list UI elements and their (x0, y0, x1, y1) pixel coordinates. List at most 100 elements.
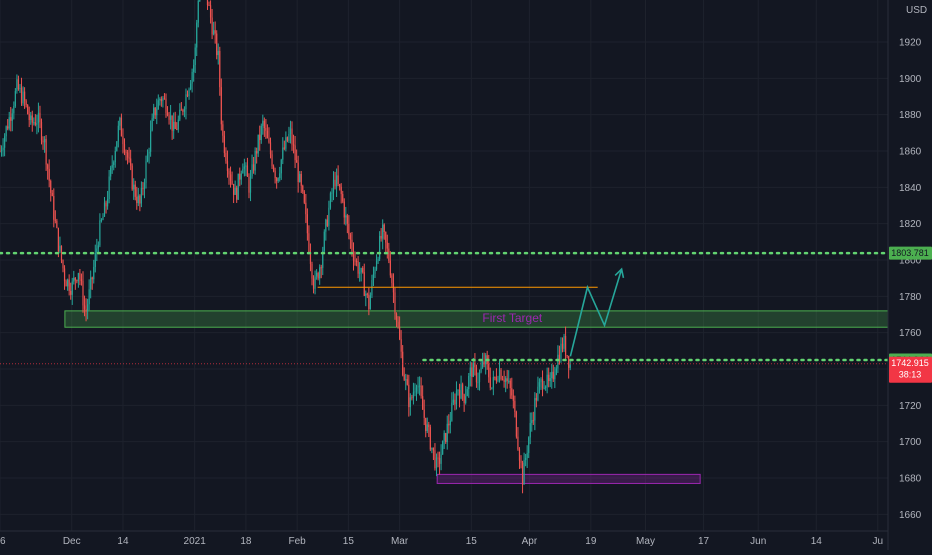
candle-body (50, 180, 52, 193)
candle-body (291, 128, 293, 145)
candle-body (54, 219, 56, 221)
candle-body (375, 261, 378, 270)
candle-body (171, 115, 173, 131)
candle-body (429, 427, 431, 450)
candle-body (74, 277, 76, 281)
candle-body (443, 433, 445, 441)
candle-body (43, 138, 46, 143)
candle-body (360, 268, 362, 273)
candle-body (22, 91, 24, 104)
y-tick-label: 1860 (899, 147, 922, 158)
currency-label: USD (906, 5, 927, 16)
candle-body (406, 379, 408, 385)
candle-body (219, 50, 221, 88)
candle-body (471, 367, 473, 377)
candle-body (428, 424, 430, 428)
candle-body (7, 126, 9, 129)
candle-body (266, 130, 269, 139)
candle-body (80, 279, 83, 282)
candle-body (374, 269, 376, 274)
candle-body (541, 379, 544, 389)
candle-body (380, 235, 382, 239)
candle-body (383, 224, 385, 233)
candle-body (259, 134, 261, 141)
candle-body (462, 384, 464, 395)
candle-body (511, 388, 513, 396)
candle-body (345, 215, 347, 218)
candle-body (546, 374, 548, 387)
candle-body (214, 30, 216, 34)
candle-body (234, 187, 236, 195)
candle-body (335, 175, 338, 187)
candle-body (531, 420, 533, 424)
candle-body (128, 157, 130, 159)
candle-body (108, 176, 110, 199)
candle-body (31, 115, 33, 123)
candle-body (48, 168, 50, 181)
candle-body (37, 112, 40, 124)
candle-body (372, 273, 375, 281)
candle-body (76, 280, 78, 282)
support-zone (436, 473, 701, 484)
candle-body (311, 263, 313, 279)
candle-body (342, 194, 344, 202)
candle-body (11, 113, 13, 121)
candle-body (446, 423, 448, 443)
candle-body (16, 79, 18, 92)
candle-body (102, 216, 104, 220)
candle-body (82, 281, 84, 306)
candle-body (51, 192, 53, 197)
candle-body (478, 372, 481, 383)
candle-body (394, 292, 396, 314)
candle-body (552, 371, 554, 380)
price-axis[interactable]: 1660168017001720174017601780180018201840… (887, 0, 932, 550)
candle-body (569, 364, 571, 368)
candle-body (354, 260, 356, 262)
candle-body (382, 224, 384, 239)
candle-body (263, 120, 265, 129)
candle-body (23, 91, 26, 101)
candle-body (386, 242, 388, 249)
candle-body (65, 281, 67, 287)
candle-body (272, 166, 275, 171)
candle-body (488, 363, 490, 378)
y-tick-label: 1760 (899, 328, 922, 339)
candle-body (160, 98, 162, 102)
x-tick-label: 2021 (184, 536, 207, 547)
candle-body (426, 424, 428, 432)
candle-body (134, 184, 136, 197)
candle-body (223, 135, 225, 153)
candle-body (8, 117, 10, 129)
candle-body (213, 30, 215, 35)
candle-body (423, 409, 425, 418)
candle-body (59, 245, 61, 252)
candle-body (400, 339, 402, 352)
candle-body (168, 115, 170, 120)
candle-body (505, 378, 507, 382)
candle-body (440, 454, 442, 464)
candle-body (468, 375, 470, 390)
candle-body (57, 227, 60, 252)
candle-body (418, 385, 421, 387)
candle-body (116, 141, 118, 151)
time-axis[interactable]: 16 Dec 14 2021 18 Feb 15 Mar 15 Apr 19 May 17 Jun 14 Ju (0, 530, 888, 547)
candle-body (325, 219, 327, 232)
candle-body (489, 377, 491, 388)
y-tick-label: 1880 (899, 110, 922, 121)
candle-body (246, 165, 249, 177)
candle-body (130, 158, 132, 166)
candle-body (314, 276, 316, 289)
candle-body (538, 382, 541, 387)
candle-body (182, 110, 184, 112)
candle-body (323, 231, 325, 252)
candle-body (403, 374, 405, 380)
candle-body (357, 261, 359, 274)
candle-body (19, 87, 21, 90)
candle-body (0, 151, 1, 152)
candle-body (68, 279, 70, 291)
candle-body (520, 460, 522, 463)
